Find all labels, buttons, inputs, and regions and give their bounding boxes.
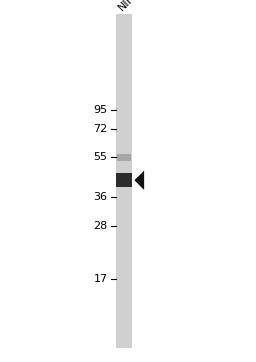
Bar (116, 173, 132, 187)
Text: 95: 95 (93, 105, 108, 115)
Text: 72: 72 (93, 123, 108, 134)
Polygon shape (134, 171, 144, 190)
Text: 36: 36 (93, 192, 108, 202)
Bar (117, 154, 131, 161)
Bar (116, 14, 132, 348)
Text: NIH/3T3: NIH/3T3 (116, 0, 155, 13)
Text: 55: 55 (93, 152, 108, 163)
Text: 17: 17 (93, 274, 108, 284)
Text: 28: 28 (93, 221, 108, 231)
